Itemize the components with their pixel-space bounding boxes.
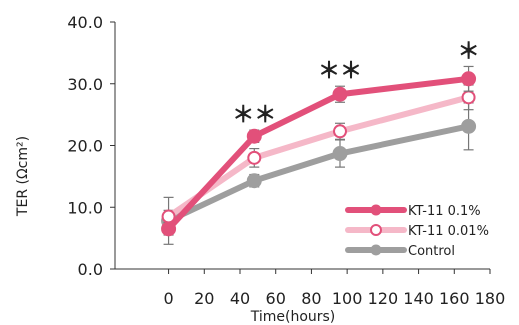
series-line <box>165 75 472 232</box>
x-tick-label: 60 <box>266 289 286 308</box>
significance-layer: ＊＊＊＊＊ <box>232 39 479 128</box>
data-point <box>246 128 262 144</box>
data-point <box>161 221 177 237</box>
legend-label: KT-11 0.1% <box>408 204 481 219</box>
y-tick-label: 10.0 <box>67 198 103 217</box>
x-tick-label: 180 <box>475 289 506 308</box>
series-line <box>165 123 472 224</box>
data-point <box>332 86 348 102</box>
y-tick-label: 20.0 <box>67 137 103 156</box>
x-tick-label: 120 <box>368 289 399 308</box>
series-0 <box>161 65 477 237</box>
legend-label: KT-11 0.01% <box>408 224 489 239</box>
series-line <box>165 94 472 220</box>
legend-label: Control <box>408 244 455 259</box>
data-point <box>461 118 477 134</box>
x-tick-label: 0 <box>163 289 173 308</box>
x-tick-label: 160 <box>439 289 470 308</box>
data-point <box>461 90 476 105</box>
data-point <box>461 71 477 87</box>
x-axis-title: Time(hours) <box>250 309 336 325</box>
x-tick-label: 20 <box>194 289 214 308</box>
y-tick-label: 0.0 <box>78 260 103 279</box>
y-tick-label: 30.0 <box>67 75 103 94</box>
x-tick-label: 80 <box>301 289 321 308</box>
data-point <box>332 146 348 162</box>
x-tick-label: 100 <box>332 289 363 308</box>
significance-mark: ＊＊ <box>318 59 362 84</box>
legend: KT-11 0.1% KT-11 0.01% Control <box>345 204 489 259</box>
y-tick-label: 40.0 <box>67 13 103 32</box>
legend-marker <box>370 224 382 236</box>
series-layer <box>161 65 477 245</box>
x-tick-label: 40 <box>230 289 250 308</box>
x-tick-label: 140 <box>403 289 434 308</box>
series-1 <box>161 84 476 224</box>
significance-mark: ＊ <box>458 39 480 64</box>
significance-mark: ＊＊ <box>232 103 276 128</box>
data-point <box>247 150 262 165</box>
axis-ticks: 0.0 10.0 20.0 30.0 40.0 0 20 40 60 80 100 120 140 160… <box>67 13 505 308</box>
data-point <box>333 124 347 139</box>
y-axis-title: TER (Ωcm²) <box>15 136 31 217</box>
chart-area: 0.0 10.0 20.0 30.0 40.0 0 20 40 60 80 100 120 140 160… <box>15 13 505 325</box>
legend-marker <box>370 244 382 256</box>
legend-marker <box>370 204 382 216</box>
data-point <box>246 173 262 189</box>
